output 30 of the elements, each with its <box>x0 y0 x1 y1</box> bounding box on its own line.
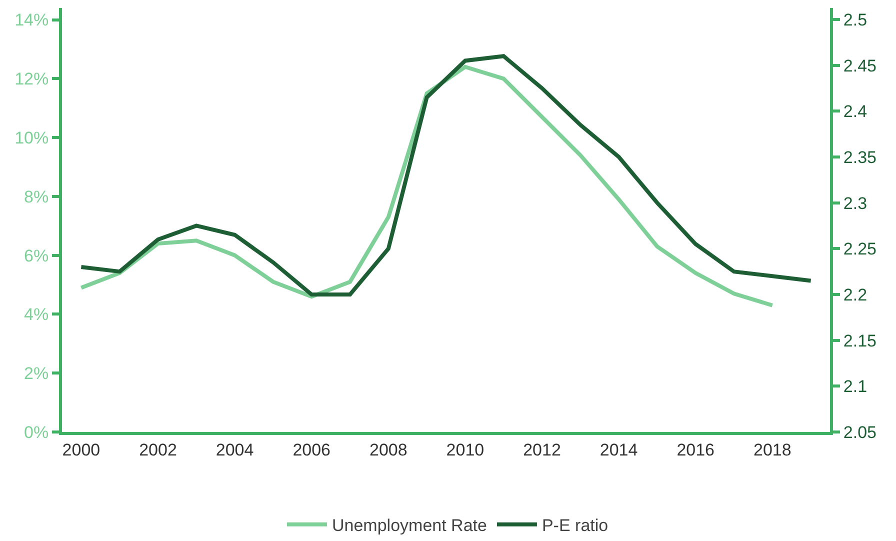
x-tick-label: 2008 <box>369 440 408 460</box>
x-tick-label: 2002 <box>139 440 177 460</box>
y2-tick-label: 2.1 <box>843 377 868 396</box>
y-tick-label: 10% <box>14 128 49 148</box>
x-tick-label: 2016 <box>676 440 715 460</box>
y-tick-label: 4% <box>24 305 49 324</box>
y2-tick-label: 2.45 <box>843 56 876 76</box>
y-tick-label: 2% <box>24 364 49 384</box>
legend-label: Unemployment Rate <box>332 516 487 535</box>
x-tick-label: 2018 <box>753 440 792 460</box>
y-tick-label: 0% <box>24 422 49 442</box>
x-tick-label: 2014 <box>600 440 638 460</box>
y2-tick-label: 2.2 <box>843 285 868 304</box>
y2-tick-label: 2.15 <box>843 331 876 350</box>
y-tick-label: 14% <box>14 10 49 30</box>
x-tick-label: 2000 <box>62 440 100 460</box>
y-tick-label: 12% <box>14 70 49 89</box>
y-tick-label: 8% <box>24 187 49 206</box>
y2-tick-label: 2.05 <box>843 422 876 442</box>
legend-label: P-E ratio <box>542 516 608 535</box>
x-tick-label: 2012 <box>523 440 561 460</box>
x-tick-label: 2010 <box>446 440 484 460</box>
x-tick-label: 2006 <box>292 440 331 460</box>
y2-tick-label: 2.3 <box>843 194 868 213</box>
y2-tick-label: 2.35 <box>843 148 876 167</box>
y-tick-label: 6% <box>24 246 49 266</box>
y2-tick-label: 2.25 <box>843 240 876 259</box>
y2-tick-label: 2.5 <box>843 10 868 30</box>
y2-tick-label: 2.4 <box>843 102 868 122</box>
x-tick-label: 2004 <box>216 440 254 460</box>
